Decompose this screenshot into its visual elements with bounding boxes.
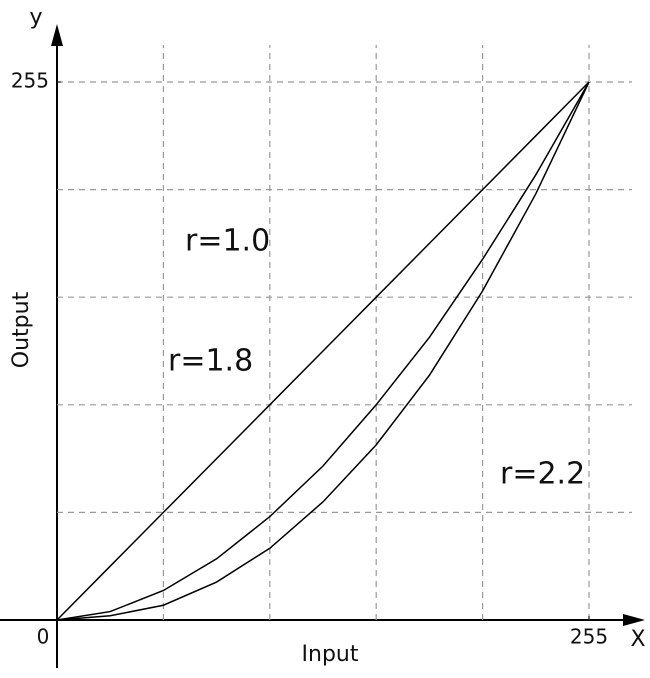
curve-label: r=1.0 <box>185 224 270 259</box>
x-tick-label: 255 <box>570 625 608 649</box>
y-axis-label: Output <box>9 291 34 368</box>
curve <box>56 81 590 621</box>
curve <box>56 81 590 621</box>
x-tick-label: 0 <box>37 625 50 649</box>
curve-label: r=2.2 <box>500 457 585 492</box>
x-axis-name: X <box>630 627 645 652</box>
x-arrow <box>623 614 645 626</box>
y-arrow <box>51 24 63 46</box>
curve-label: r=1.8 <box>168 344 253 379</box>
y-tick-label: 255 <box>11 69 49 93</box>
x-axis-label: Input <box>302 642 359 667</box>
curve <box>56 81 590 621</box>
y-axis-name: y <box>29 5 42 30</box>
